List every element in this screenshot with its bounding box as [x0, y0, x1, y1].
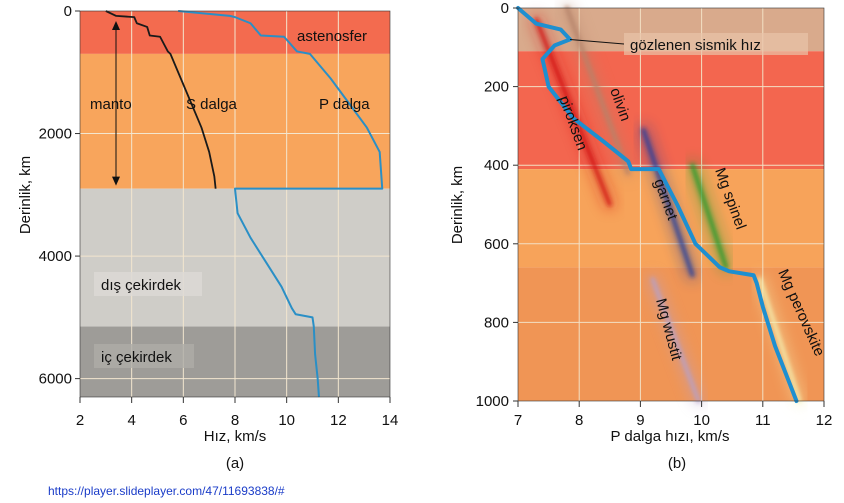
plot-frame: [517, 7, 825, 402]
manto-arrow-head-top: [112, 21, 120, 30]
x-tick-label: 9: [636, 412, 644, 429]
callout-bg: [624, 33, 808, 55]
s-wave-line: [105, 10, 217, 189]
x-tick-label: 8: [231, 412, 239, 429]
y-tick-labels: 0 2000 4000 6000: [39, 3, 80, 388]
y-tick-label: 0: [64, 3, 72, 20]
source-url[interactable]: https://player.slideplayer.com/47/116938…: [48, 484, 285, 498]
mineral-band-mg-wustit: [650, 277, 701, 403]
observed-velocity-polyline: [516, 6, 799, 403]
x-tick-label: 4: [127, 412, 135, 429]
y-axis-label: Derinlik, km: [449, 166, 466, 244]
y-tick-label: 400: [484, 157, 509, 174]
callout-leader-line: [569, 38, 625, 45]
x-tick-labels: 2 4 6 8 10 12 14: [76, 397, 399, 429]
label-bg-dis-cekirdek: [94, 272, 202, 296]
y-tick-label: 6000: [39, 371, 72, 388]
mineral-band-mg-spinel: [690, 163, 729, 270]
y-tick-label: 200: [484, 79, 509, 96]
mineral-bands: [531, 3, 805, 406]
series-label-s-dalga: S dalga: [186, 96, 238, 113]
x-tick-label: 11: [755, 412, 771, 429]
chart-panel-b: 7 8 9 10 11 12 0 200 400 600 800 1000 gözlenen sis…: [449, 0, 832, 472]
panel-label-a: (a): [226, 455, 244, 472]
manto-range-arrow: [112, 21, 120, 186]
panel-label-b: (b): [668, 455, 686, 472]
x-tick-label: 12: [330, 412, 347, 429]
y-tick-label: 800: [484, 314, 509, 331]
region-label-ic-cekirdek: iç çekirdek: [101, 349, 172, 366]
series-label-gozlenen-sismik-hiz: gözlenen sismik hız: [630, 37, 761, 54]
x-tick-label: 2: [76, 412, 84, 429]
x-tick-label: 8: [575, 412, 583, 429]
x-axis-label: P dalga hızı, km/s: [611, 428, 730, 445]
x-axis-label: Hız, km/s: [204, 428, 267, 445]
region-label-manto: manto: [90, 96, 132, 113]
label-bg-ic-cekirdek: [94, 344, 194, 368]
y-tick-label: 4000: [39, 248, 72, 265]
region-label-astenosfer: astenosfer: [297, 28, 367, 45]
y-axis-label: Derinlik, km: [17, 156, 34, 234]
x-tick-label: 6: [179, 412, 187, 429]
mineral-band-olivin: [564, 6, 631, 176]
x-tick-label: 7: [514, 412, 522, 429]
y-tick-labels: 0 200 400 600 800 1000: [476, 0, 518, 410]
x-tick-label: 10: [278, 412, 295, 429]
y-tick-label: 0: [501, 0, 509, 17]
x-tick-label: 14: [382, 412, 399, 429]
y-tick-label: 1000: [476, 393, 509, 410]
series-label-p-dalga: P dalga: [319, 96, 370, 113]
velocity-lines: [105, 10, 384, 398]
manto-arrow-head-bottom: [112, 176, 120, 186]
y-tick-label: 2000: [39, 126, 72, 143]
p-wave-line: [178, 10, 384, 398]
mineral-band-mg-perovskite: [757, 277, 802, 403]
region-label-dis-cekirdek: dış çekirdek: [101, 277, 182, 294]
grid-lines: [80, 11, 390, 397]
observed-velocity-line: [516, 6, 799, 403]
y-tick-label: 600: [484, 236, 509, 253]
x-tick-label: 10: [693, 412, 710, 429]
x-tick-label: 12: [816, 412, 833, 429]
chart-panel-a: 2 4 6 8 10 12 14 0 2000 4000 6000 astenosfer mant…: [17, 3, 398, 472]
callout-leader: [569, 38, 625, 45]
mineral-band-garnet: [641, 127, 695, 278]
x-tick-labels: 7 8 9 10 11 12: [514, 401, 833, 429]
